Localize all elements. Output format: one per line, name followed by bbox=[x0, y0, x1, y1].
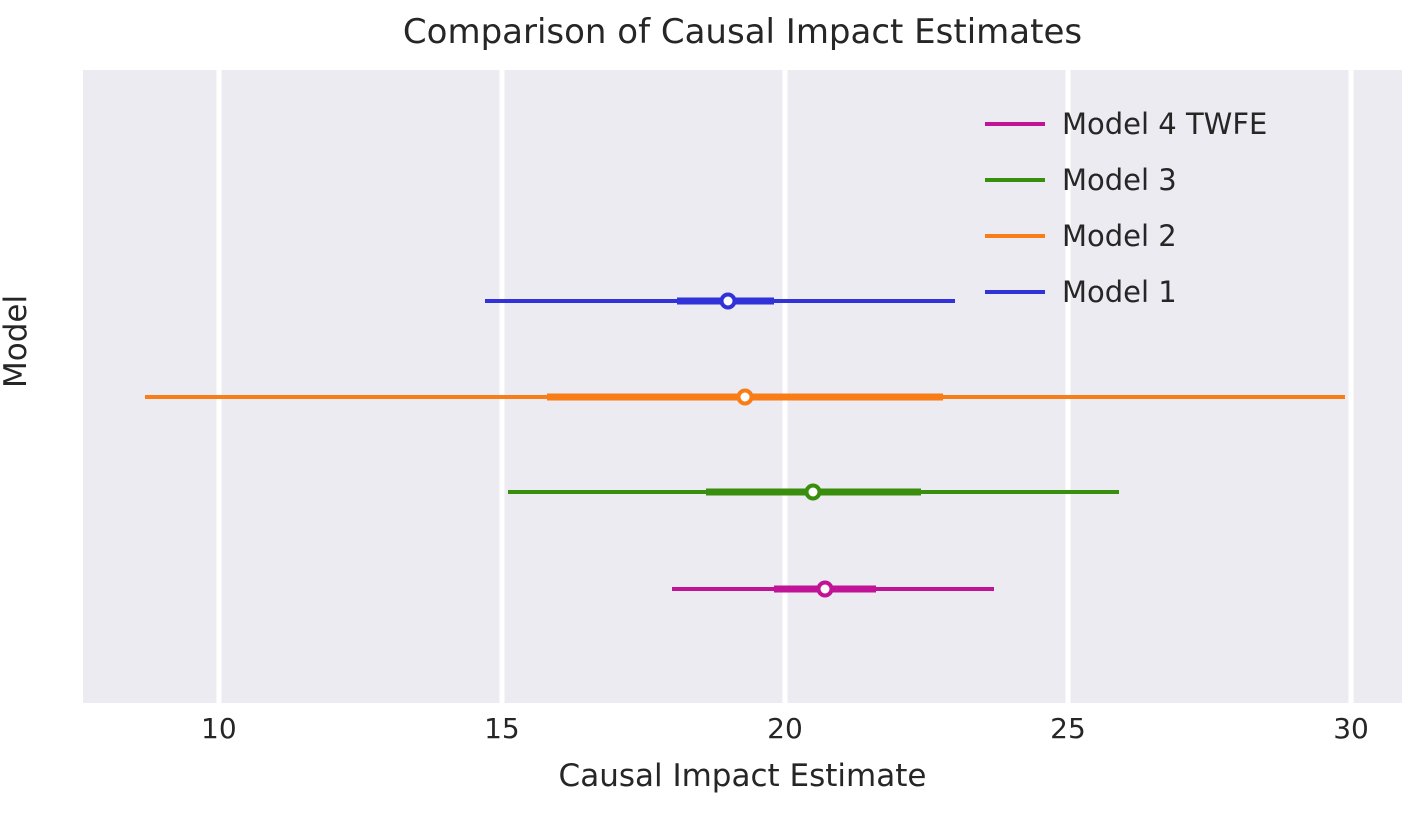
x-tick-label-20: 20 bbox=[767, 712, 803, 745]
legend-label: Model 2 bbox=[1062, 219, 1177, 253]
x-tick-label-25: 25 bbox=[1050, 712, 1086, 745]
legend-item-model-2: Model 2 bbox=[985, 208, 1267, 264]
plot-area bbox=[83, 70, 1402, 703]
x-tick-label-10: 10 bbox=[201, 712, 237, 745]
x-tick-label-15: 15 bbox=[484, 712, 520, 745]
x-axis-label: Causal Impact Estimate bbox=[558, 758, 927, 794]
legend-line-icon bbox=[985, 290, 1045, 294]
point-estimate-model-4-twfe bbox=[816, 580, 834, 598]
x-tick-label-30: 30 bbox=[1333, 712, 1369, 745]
legend-label: Model 4 TWFE bbox=[1062, 107, 1268, 141]
legend-item-model-1: Model 1 bbox=[985, 264, 1267, 320]
y-axis-label: Model bbox=[0, 294, 34, 388]
legend-line-icon bbox=[985, 122, 1045, 126]
gridline-x-15 bbox=[499, 70, 505, 703]
legend-line-icon bbox=[985, 178, 1045, 182]
legend-label: Model 3 bbox=[1062, 163, 1177, 197]
gridline-x-30 bbox=[1348, 70, 1354, 703]
legend-label: Model 1 bbox=[1062, 275, 1177, 309]
point-estimate-model-1 bbox=[719, 292, 737, 310]
legend: Model 4 TWFE Model 3 Model 2 Model 1 bbox=[985, 96, 1267, 320]
gridline-x-20 bbox=[782, 70, 788, 703]
legend-line-icon bbox=[985, 234, 1045, 238]
legend-item-model-3: Model 3 bbox=[985, 152, 1267, 208]
point-estimate-model-3 bbox=[804, 483, 822, 501]
chart-title: Comparison of Causal Impact Estimates bbox=[402, 12, 1083, 52]
gridline-x-25 bbox=[1065, 70, 1071, 703]
point-estimate-model-2 bbox=[736, 388, 754, 406]
legend-item-model-4-twfe: Model 4 TWFE bbox=[985, 96, 1267, 152]
gridline-x-10 bbox=[216, 70, 222, 703]
